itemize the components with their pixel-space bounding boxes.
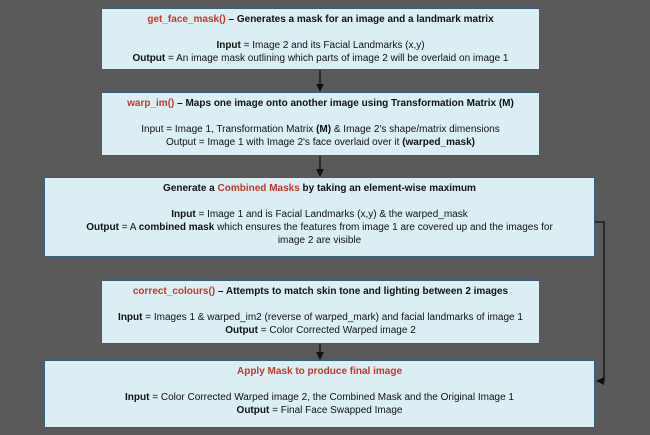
output-text: = A <box>118 222 139 233</box>
input-text: = Image 1 and is Facial Landmarks (x,y) … <box>195 209 468 220</box>
title-description: – Maps one image onto another image usin… <box>174 98 514 109</box>
input-line: Input = Images 1 & warped_im2 (reverse o… <box>108 311 533 324</box>
title-suffix: by taking an element-wise maximum <box>299 183 476 194</box>
arrow-step3-to-step5 <box>595 221 605 385</box>
output-text: = An image mask outlining which parts of… <box>165 53 509 64</box>
input-label: Input <box>125 392 150 403</box>
step-warp-im: warp_im() – Maps one image onto another … <box>101 92 540 156</box>
output-label: Output <box>225 325 258 336</box>
input-label: Input <box>118 312 143 323</box>
output-line: Output = An image mask outlining which p… <box>108 52 533 65</box>
step-title: Generate a Combined Masks by taking an e… <box>51 182 588 195</box>
input-line: Input = Image 1, Transformation Matrix (… <box>108 123 533 136</box>
step-title: Apply Mask to produce final image <box>236 366 403 377</box>
step-combined-masks: Generate a Combined Masks by taking an e… <box>44 177 595 257</box>
title-prefix: Generate a <box>163 183 218 194</box>
output-text-rest: which ensures the features from image 1 … <box>214 222 553 233</box>
step-title: correct_colours() – Attempts to match sk… <box>108 285 533 298</box>
step-apply-mask: Apply Mask to produce final image Input … <box>44 360 595 428</box>
output-line: Output = Final Face Swapped Image <box>51 404 588 417</box>
output-label: Output <box>86 222 119 233</box>
input-text: Input = Image 1, Transformation Matrix <box>141 124 317 135</box>
step-correct-colours: correct_colours() – Attempts to match sk… <box>101 280 540 344</box>
input-text-rest: & Image 2's shape/matrix dimensions <box>331 124 500 135</box>
output-text: = Final Face Swapped Image <box>269 405 403 416</box>
output-warped-mask: (warped_mask) <box>402 137 475 148</box>
input-matrix: (M) <box>316 124 332 135</box>
output-text: Output = Image 1 with Image 2's face ove… <box>165 137 403 148</box>
step-title: warp_im() – Maps one image onto another … <box>108 97 533 110</box>
function-name: get_face_mask() <box>147 14 226 25</box>
input-line: Input = Image 1 and is Facial Landmarks … <box>51 208 588 221</box>
input-line: Input = Color Corrected Warped image 2, … <box>51 391 588 404</box>
output-text: = Color Corrected Warped image 2 <box>258 325 416 336</box>
output-combined-mask: combined mask <box>138 222 215 233</box>
input-text: = Images 1 & warped_im2 (reverse of warp… <box>142 312 523 323</box>
output-label: Output <box>236 405 270 416</box>
function-name: warp_im() <box>127 98 175 109</box>
output-label: Output <box>132 53 166 64</box>
input-text: = Image 2 and its Facial Landmarks (x,y) <box>240 40 425 51</box>
output-line: Output = Color Corrected Warped image 2 <box>108 324 533 337</box>
input-label: Input <box>216 40 241 51</box>
title-highlight: Combined Masks <box>217 183 300 194</box>
input-text: = Color Corrected Warped image 2, the Co… <box>149 392 514 403</box>
output-line-2: image 2 are visible <box>277 235 362 246</box>
output-line: Output = A combined mask which ensures t… <box>51 221 588 234</box>
function-name: correct_colours() <box>132 286 216 297</box>
title-description: – Generates a mask for an image and a la… <box>225 14 494 25</box>
step-get-face-mask: get_face_mask() – Generates a mask for a… <box>101 8 540 70</box>
output-line: Output = Image 1 with Image 2's face ove… <box>108 136 533 149</box>
step-title: get_face_mask() – Generates a mask for a… <box>108 13 533 26</box>
input-line: Input = Image 2 and its Facial Landmarks… <box>108 39 533 52</box>
title-description: – Attempts to match skin tone and lighti… <box>215 286 509 297</box>
input-label: Input <box>171 209 196 220</box>
